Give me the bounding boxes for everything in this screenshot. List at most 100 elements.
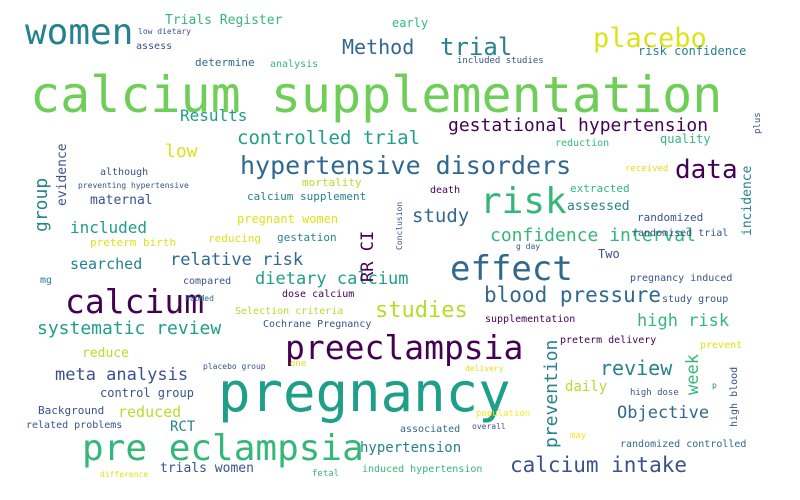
cloud-word: related problems [26, 420, 123, 431]
cloud-word: Selection criteria [235, 306, 344, 317]
cloud-word: randomized controlled [620, 439, 747, 450]
cloud-word: pregnancy induced [630, 273, 733, 284]
cloud-word: gestational hypertension [448, 115, 709, 136]
cloud-word: RCT [170, 419, 196, 435]
cloud-word: preterm delivery [560, 335, 657, 346]
cloud-word: risk [480, 181, 567, 222]
cloud-word: induced hypertension [362, 464, 483, 475]
cloud-word: Trials Register [165, 13, 283, 28]
cloud-word: prevent [700, 340, 743, 351]
cloud-word-vertical: prevention [541, 339, 562, 448]
cloud-word: early [392, 16, 429, 30]
cloud-word: may [570, 431, 587, 441]
cloud-word: preterm birth [90, 236, 177, 249]
cloud-word: placebo group [203, 362, 266, 371]
cloud-word: pre eclampsia [82, 428, 364, 469]
cloud-word: reduce [82, 346, 129, 361]
cloud-word: meta analysis [55, 365, 189, 385]
cloud-word: determine [195, 56, 255, 69]
cloud-word: high risk [637, 311, 730, 331]
cloud-word-vertical: Conclusion [395, 201, 404, 250]
cloud-word: mg [40, 275, 53, 286]
cloud-word: reduced [118, 403, 182, 421]
cloud-word: study group [662, 294, 729, 305]
cloud-word: Objective [617, 403, 710, 423]
cloud-word: one [290, 359, 307, 369]
cloud-word: controlled trial [237, 127, 421, 149]
cloud-word: p [712, 381, 717, 390]
cloud-word: analysis [270, 59, 319, 70]
cloud-word: studies [375, 298, 468, 323]
cloud-word: delivery [465, 364, 504, 373]
cloud-word: calcium intake [510, 453, 688, 477]
cloud-word: blood pressure [484, 283, 662, 307]
cloud-word: PubMed [185, 294, 214, 303]
cloud-word: Cochrane Pregnancy [263, 319, 372, 330]
cloud-word: death [430, 185, 461, 196]
cloud-word-vertical: incidence [740, 165, 755, 236]
cloud-word: women [25, 12, 134, 53]
cloud-word: although [100, 167, 149, 178]
cloud-word: pregnancy [218, 361, 511, 424]
cloud-word: mortality [302, 176, 362, 189]
cloud-word: included studies [457, 56, 544, 66]
cloud-word: hypertensive disorders [240, 151, 572, 180]
cloud-word-vertical: high blood [729, 366, 740, 427]
cloud-word: calcium supplement [247, 190, 367, 203]
cloud-word: effect [450, 249, 573, 289]
cloud-word: dose calcium [282, 289, 355, 300]
cloud-word: placebo [593, 23, 707, 54]
cloud-word: low dietary [138, 27, 191, 36]
cloud-word: extracted [570, 182, 630, 195]
cloud-word: control group [100, 386, 194, 400]
cloud-word: reducing [208, 232, 261, 245]
cloud-word: trials women [160, 461, 254, 476]
cloud-word: difference [100, 470, 149, 479]
cloud-word-vertical: group [31, 177, 52, 232]
cloud-word: population [476, 409, 531, 419]
cloud-word: associated [400, 424, 461, 435]
cloud-word: systematic review [37, 318, 222, 339]
cloud-word: risk confidence [638, 44, 747, 58]
cloud-word: calcium [65, 282, 205, 321]
cloud-word: low [165, 141, 198, 162]
cloud-word: maternal [90, 193, 153, 208]
cloud-word: review [600, 356, 673, 380]
cloud-word: assess [136, 41, 173, 52]
cloud-word: calcium supplementation [30, 66, 723, 124]
cloud-word: assessed [567, 199, 630, 214]
cloud-word: fetal [312, 469, 340, 479]
cloud-word-vertical: week [683, 354, 703, 395]
cloud-word: confidence interval [490, 225, 696, 246]
cloud-word: Results [180, 106, 248, 125]
cloud-word: high dose [630, 388, 679, 398]
cloud-word: data [675, 155, 738, 185]
cloud-word: randomized [637, 211, 704, 224]
cloud-word: trial [440, 33, 513, 61]
cloud-word: Background [38, 404, 105, 417]
cloud-word: dietary calcium [255, 269, 409, 289]
cloud-word: Method [342, 35, 415, 59]
cloud-word: daily [565, 379, 608, 395]
cloud-word: gestation [277, 231, 337, 244]
cloud-word-vertical: plus [753, 112, 763, 134]
cloud-word: reduction [555, 138, 610, 149]
cloud-word: quality [660, 132, 711, 146]
cloud-word: relative risk [170, 250, 304, 270]
cloud-word: overall [472, 422, 506, 431]
cloud-word: randomised trial [632, 228, 729, 239]
cloud-word: hypertension [360, 440, 462, 456]
cloud-word-vertical: evidence [55, 143, 70, 206]
cloud-word: preeclampsia [285, 328, 524, 367]
cloud-word: Two [598, 247, 620, 261]
cloud-word: compared [183, 276, 232, 287]
cloud-word: study [412, 205, 470, 227]
cloud-word: received [625, 164, 669, 174]
cloud-word: pregnant women [237, 212, 339, 226]
cloud-word: searched [70, 255, 143, 273]
cloud-word-vertical: RR CI [358, 230, 378, 282]
cloud-word: included [70, 218, 148, 237]
cloud-word: preventing hypertensive [78, 181, 189, 190]
cloud-word: g day [516, 242, 541, 251]
